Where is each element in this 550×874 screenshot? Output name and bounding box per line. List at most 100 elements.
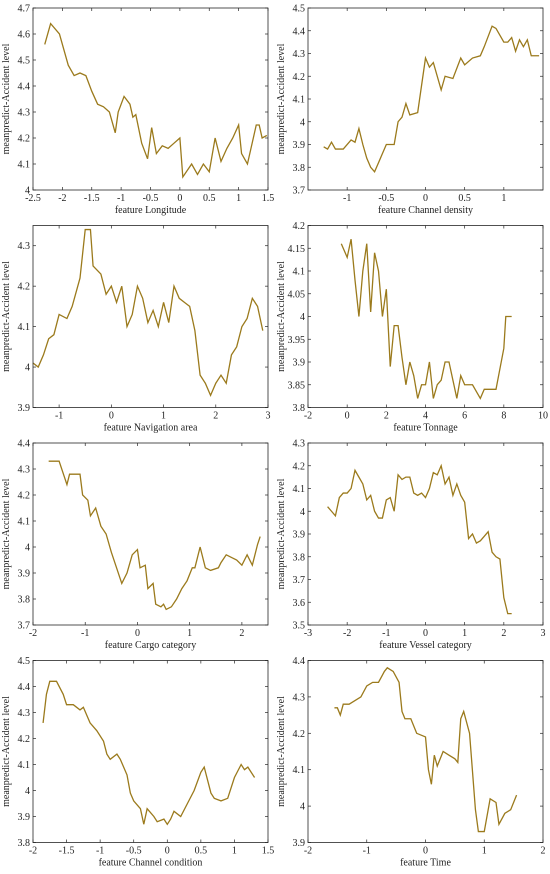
y-tick-label: 4.4 — [18, 439, 31, 450]
y-tick-label: 3.7 — [293, 575, 306, 586]
x-tick-label: 6 — [462, 411, 467, 422]
y-tick-label: 3.8 — [293, 403, 306, 414]
x-tick-label: -0.5 — [143, 193, 159, 204]
y-tick-label: 4.2 — [293, 72, 306, 83]
y-tick-label: 4.4 — [293, 656, 306, 667]
y-tick-label: 3.9 — [293, 530, 306, 541]
x-tick-label: -1 — [343, 193, 351, 204]
y-tick-label: 4.05 — [288, 289, 306, 300]
chart-panel: -2.5 -2 -1.5 -1 -0.5 0 0.5 1 1.5 4 4.1 4.2 4.3 4.4 4.5… — [1, 4, 274, 217]
y-tick-label: 4.5 — [18, 56, 31, 67]
y-tick-label: 4.7 — [18, 4, 31, 15]
x-tick-label: 2 — [239, 628, 244, 639]
x-tick-label: 1 — [462, 628, 467, 639]
data-line — [42, 680, 256, 826]
y-axis-label: meanpredict-Accident level — [1, 696, 12, 807]
y-tick-label: 4.3 — [293, 49, 306, 60]
y-axis-label: meanpredict-Accident level — [276, 43, 287, 154]
y-tick-label: 4.1 — [18, 322, 31, 333]
x-tick-label: 1 — [232, 846, 237, 857]
plot-area — [308, 8, 543, 190]
x-tick-label: 1.5 — [262, 193, 275, 204]
chart-panel: -2 -1 0 1 2 3.7 3.8 3.9 4 4.1 4.2 4.3 4.4 feature Car… — [1, 439, 269, 651]
x-tick-label: -2 — [58, 193, 66, 204]
y-tick-label: 4.1 — [293, 765, 306, 776]
data-line — [323, 25, 540, 174]
chart-panel: -2 0 2 4 6 8 10 3.8 3.85 3.9 3.95 4 4.05 4.1 4.15 4.2 fe… — [276, 221, 548, 434]
y-tick-label: 4 — [25, 786, 30, 797]
y-tick-label: 4.15 — [288, 244, 306, 255]
x-tick-label: -2 — [343, 628, 351, 639]
chart-panel: -2 -1.5 -1 -0.5 0 0.5 1 1.5 3.8 3.9 4 4.1 4.2 4.3 4.4 4… — [1, 656, 274, 869]
y-tick-label: 3.9 — [293, 358, 306, 369]
y-tick-label: 4.1 — [293, 95, 306, 106]
plot-frame — [307, 442, 544, 626]
data-line — [327, 463, 512, 615]
y-tick-label: 4.3 — [293, 692, 306, 703]
x-tick-label: 0 — [165, 846, 170, 857]
y-tick-label: 4.5 — [293, 4, 306, 15]
x-tick-label: -1 — [55, 411, 63, 422]
x-tick-label: 8 — [501, 411, 506, 422]
data-line — [340, 239, 512, 400]
y-axis-label: meanpredict-Accident level — [276, 478, 287, 589]
y-tick-label: 3.7 — [18, 621, 31, 632]
plot-frame — [307, 7, 544, 191]
x-tick-label: 0 — [423, 846, 428, 857]
plot-area — [33, 660, 268, 843]
x-tick-label: -1 — [96, 846, 104, 857]
x-tick-label: 1 — [501, 193, 506, 204]
x-tick-label: 1 — [236, 193, 241, 204]
x-tick-label: 0 — [109, 411, 114, 422]
x-tick-label: 1.5 — [262, 846, 275, 857]
x-tick-label: 1 — [482, 846, 487, 857]
y-tick-label: 3.8 — [18, 838, 31, 849]
plot-frame — [307, 225, 544, 408]
chart-panel: -1 0 1 2 3 3.9 4 4.1 4.2 4.3 feature Navigation ar… — [1, 225, 271, 434]
x-tick-label: -3 — [304, 628, 312, 639]
data-line — [334, 666, 518, 833]
y-tick-label: 3.9 — [18, 569, 31, 580]
y-tick-label: 3.6 — [293, 598, 306, 609]
x-tick-label: -1.5 — [59, 846, 75, 857]
x-tick-label: 2 — [541, 846, 546, 857]
x-tick-label: 2 — [384, 411, 389, 422]
y-tick-label: 4.5 — [18, 656, 31, 667]
y-tick-label: 4.2 — [18, 134, 31, 145]
y-tick-label: 3.9 — [293, 140, 306, 151]
x-tick-label: -2 — [29, 628, 37, 639]
y-axis-label: meanpredict-Accident level — [1, 43, 12, 154]
plot-area — [33, 8, 268, 190]
x-axis-label: feature Time — [400, 858, 451, 869]
plot-frame — [32, 7, 269, 191]
x-tick-label: 0 — [423, 193, 428, 204]
y-axis-label: meanpredict-Accident level — [1, 478, 12, 589]
data-line — [44, 22, 268, 179]
y-tick-label: 3.95 — [288, 335, 306, 346]
y-tick-label: 4.2 — [293, 729, 306, 740]
chart-panel: -1 -0.5 0 0.5 1 3.7 3.8 3.9 4 4.1 4.2 4.3 4.4 4.5 feat… — [276, 4, 544, 216]
x-tick-label: 0.5 — [195, 846, 208, 857]
x-tick-label: 0.5 — [458, 193, 471, 204]
data-line — [32, 228, 264, 398]
y-tick-label: 3.8 — [293, 552, 306, 563]
x-tick-label: 0 — [345, 411, 350, 422]
x-tick-label: -1 — [117, 193, 125, 204]
x-tick-label: -0.5 — [378, 193, 394, 204]
x-tick-label: -0.5 — [126, 846, 142, 857]
y-tick-label: 3.8 — [293, 163, 306, 174]
x-tick-label: -1.5 — [84, 193, 100, 204]
x-axis-label: feature Channel condition — [99, 858, 203, 869]
y-tick-label: 4.3 — [18, 241, 31, 252]
x-tick-label: 1 — [161, 411, 166, 422]
y-tick-label: 4.1 — [18, 760, 31, 771]
y-tick-label: 4 — [300, 507, 305, 518]
x-tick-label: 0.5 — [203, 193, 216, 204]
y-axis-label: meanpredict-Accident level — [276, 696, 287, 807]
plot-area — [33, 443, 268, 625]
chart-panel: -2 -1 0 1 2 3.9 4 4.1 4.2 4.3 4.4 feature Time meanp… — [276, 656, 546, 869]
x-tick-label: -1 — [382, 628, 390, 639]
x-tick-label: -1 — [363, 846, 371, 857]
x-tick-label: 10 — [538, 411, 548, 422]
